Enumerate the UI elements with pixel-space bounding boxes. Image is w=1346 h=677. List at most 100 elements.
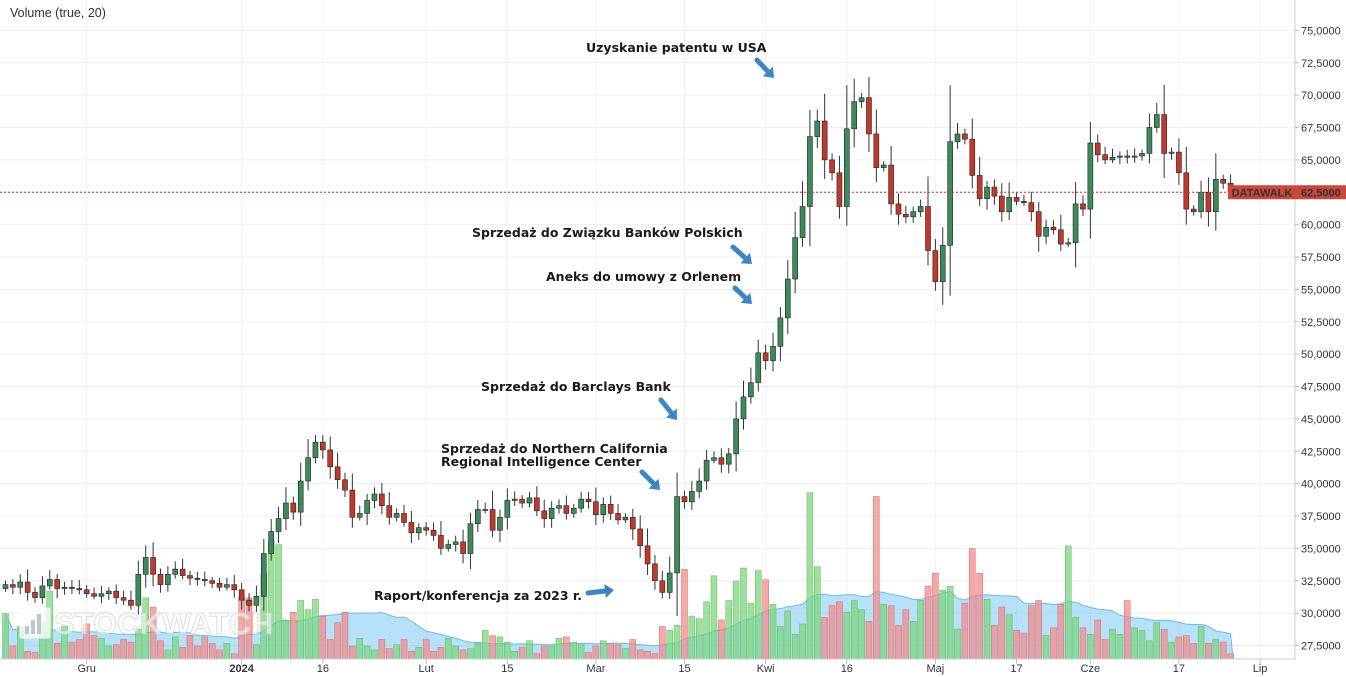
ticker-label: DATAWALK [1232, 187, 1293, 199]
candle-down [379, 493, 385, 506]
volume-bar [312, 598, 319, 660]
candle-down [334, 466, 341, 481]
volume-bar [814, 566, 821, 660]
volume-bar [1160, 628, 1168, 660]
volume-bar [563, 636, 570, 660]
candle-down [718, 457, 725, 465]
annotation-label: Sprzedaż do Związku Banków Polskich [472, 225, 743, 240]
volume-bar [467, 648, 474, 660]
last-price-badge: DATAWALK 62,5000 [1228, 185, 1346, 200]
annotation-arrow-shaft [658, 397, 674, 416]
candle-up [792, 237, 798, 280]
candle-up [283, 502, 289, 519]
annotation-arrow-head [740, 292, 752, 304]
volume-bar [1101, 639, 1109, 660]
volume-bar [1087, 634, 1094, 660]
candle-down [216, 583, 223, 588]
volume-indicator-label: Volume (true, 20) [10, 6, 106, 20]
candle-up [770, 346, 776, 361]
candle-down [187, 575, 193, 579]
candle-down [903, 213, 909, 218]
volume-bar [24, 650, 31, 660]
candle-up [622, 516, 629, 521]
candle-up [1131, 155, 1138, 158]
annotation-arrow-head [604, 584, 614, 598]
candle-down [1205, 191, 1212, 212]
candle-down [836, 172, 843, 207]
candle-up [799, 206, 806, 238]
candle-up [666, 572, 673, 593]
price-tick-label: 55,0000 [1301, 284, 1341, 296]
volume-bar [194, 645, 201, 660]
volume-bar [1175, 636, 1183, 660]
volume-bar [349, 645, 356, 660]
volume-bar [1124, 600, 1131, 660]
watermark-text: STOCKWATCH [54, 606, 273, 641]
volume-bar [644, 650, 651, 660]
volume-bar [489, 635, 496, 660]
candle-up [475, 509, 481, 525]
volume-bar [703, 601, 710, 660]
candle-down [54, 579, 60, 589]
volume-bar [253, 644, 260, 660]
volume-bar [1020, 632, 1028, 660]
candle-up [1006, 197, 1012, 212]
price-tick-label: 45,0000 [1301, 414, 1341, 426]
candle-up [445, 544, 452, 549]
volume-bar [858, 609, 865, 660]
candle-down [150, 557, 156, 575]
volume-bar [1116, 634, 1124, 660]
annotation-label: Sprzedaż do Northern California Regional … [441, 441, 668, 469]
candle-up [511, 498, 518, 501]
annotation-arrow-shaft [730, 244, 748, 261]
volume-bar [371, 649, 378, 660]
volume-bar [430, 650, 437, 660]
candle-up [1043, 226, 1049, 237]
candle-up [851, 101, 858, 130]
volume-bar [208, 643, 216, 660]
volume-bar [725, 600, 732, 660]
volume-bar [1042, 635, 1050, 660]
candle-down [821, 120, 828, 161]
candle-down [430, 529, 437, 536]
volume-bar [98, 637, 105, 660]
volume-bar [474, 643, 482, 660]
volume-bar [164, 649, 172, 660]
volume-bar [1219, 641, 1227, 660]
volume-bar [836, 601, 843, 660]
volume-bar [231, 653, 238, 660]
volume-bar [622, 648, 629, 660]
volume-bar [651, 653, 659, 660]
candle-up [1087, 142, 1094, 210]
volume-bar [326, 639, 334, 660]
price-tick-label: 37,5000 [1301, 511, 1341, 523]
candle-down [1190, 208, 1197, 212]
price-tick-label: 30,0000 [1301, 608, 1341, 620]
candle-up [578, 498, 584, 509]
volume-bar [356, 637, 363, 660]
candle-down [1183, 172, 1190, 210]
candle-down [69, 586, 75, 589]
volume-bar [363, 645, 371, 660]
volume-bar [526, 640, 533, 660]
candle-up [777, 317, 784, 347]
volume-bar [946, 585, 954, 660]
price-axis: 27,5000 30,0000 32,5000 35,0000 37,5000 40,00… [1295, 25, 1341, 653]
volume-bar [666, 630, 673, 660]
volume-bar [681, 569, 688, 660]
price-tick-label: 50,0000 [1301, 349, 1341, 361]
price-tick-label: 72,5000 [1301, 58, 1341, 70]
candle-down [615, 513, 621, 521]
annotation-arrow-head [762, 66, 774, 78]
price-tick-label: 65,0000 [1301, 155, 1341, 167]
candle-down [290, 502, 297, 513]
volume-bar [290, 611, 297, 660]
candle-up [1117, 155, 1123, 158]
candle-down [489, 509, 496, 531]
annotation-label: Uzyskanie patentu w USA [586, 40, 767, 55]
time-tick-label: Maj [927, 663, 945, 675]
volume-bar [31, 652, 39, 660]
candle-down [401, 513, 407, 523]
volume-bar [1131, 627, 1138, 660]
